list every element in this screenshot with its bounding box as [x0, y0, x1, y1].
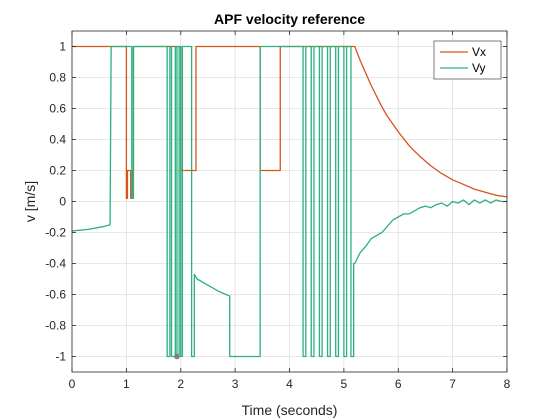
- y-tick-label: -1: [55, 350, 66, 364]
- x-tick-label: 0: [69, 377, 76, 391]
- y-tick-label: -0.4: [45, 257, 66, 271]
- x-tick-label: 4: [286, 377, 293, 391]
- y-tick-label: -0.6: [45, 288, 66, 302]
- x-tick-label: 1: [123, 377, 130, 391]
- y-axis-label: v [m/s]: [22, 181, 38, 222]
- legend: Vx Vy: [433, 40, 502, 80]
- x-tick-label: 6: [395, 377, 402, 391]
- data-marker: [174, 353, 180, 360]
- x-tick-label: 5: [341, 377, 348, 391]
- y-tick-label: 0.8: [49, 71, 66, 85]
- x-tick-label: 2: [177, 377, 184, 391]
- y-tick-label: -0.2: [45, 226, 66, 240]
- x-axis-label: Time (seconds): [242, 402, 338, 418]
- y-tick-label: 0.2: [49, 164, 66, 178]
- x-tick-label: 7: [449, 377, 456, 391]
- y-tick-label: 1: [59, 40, 66, 54]
- y-tick-label: -0.8: [45, 319, 66, 333]
- y-tick-label: 0.6: [49, 102, 66, 116]
- y-tick-label: 0.4: [49, 133, 66, 147]
- legend-box: [433, 40, 502, 80]
- legend-label-vx: Vx: [472, 45, 486, 59]
- chart-title: APF velocity reference: [214, 11, 365, 27]
- x-tick-label: 8: [504, 377, 511, 391]
- y-tick-label: 0: [59, 195, 66, 209]
- x-tick-label: 3: [232, 377, 239, 391]
- legend-label-vy: Vy: [472, 61, 486, 75]
- series-line-vy: [71, 45, 507, 358]
